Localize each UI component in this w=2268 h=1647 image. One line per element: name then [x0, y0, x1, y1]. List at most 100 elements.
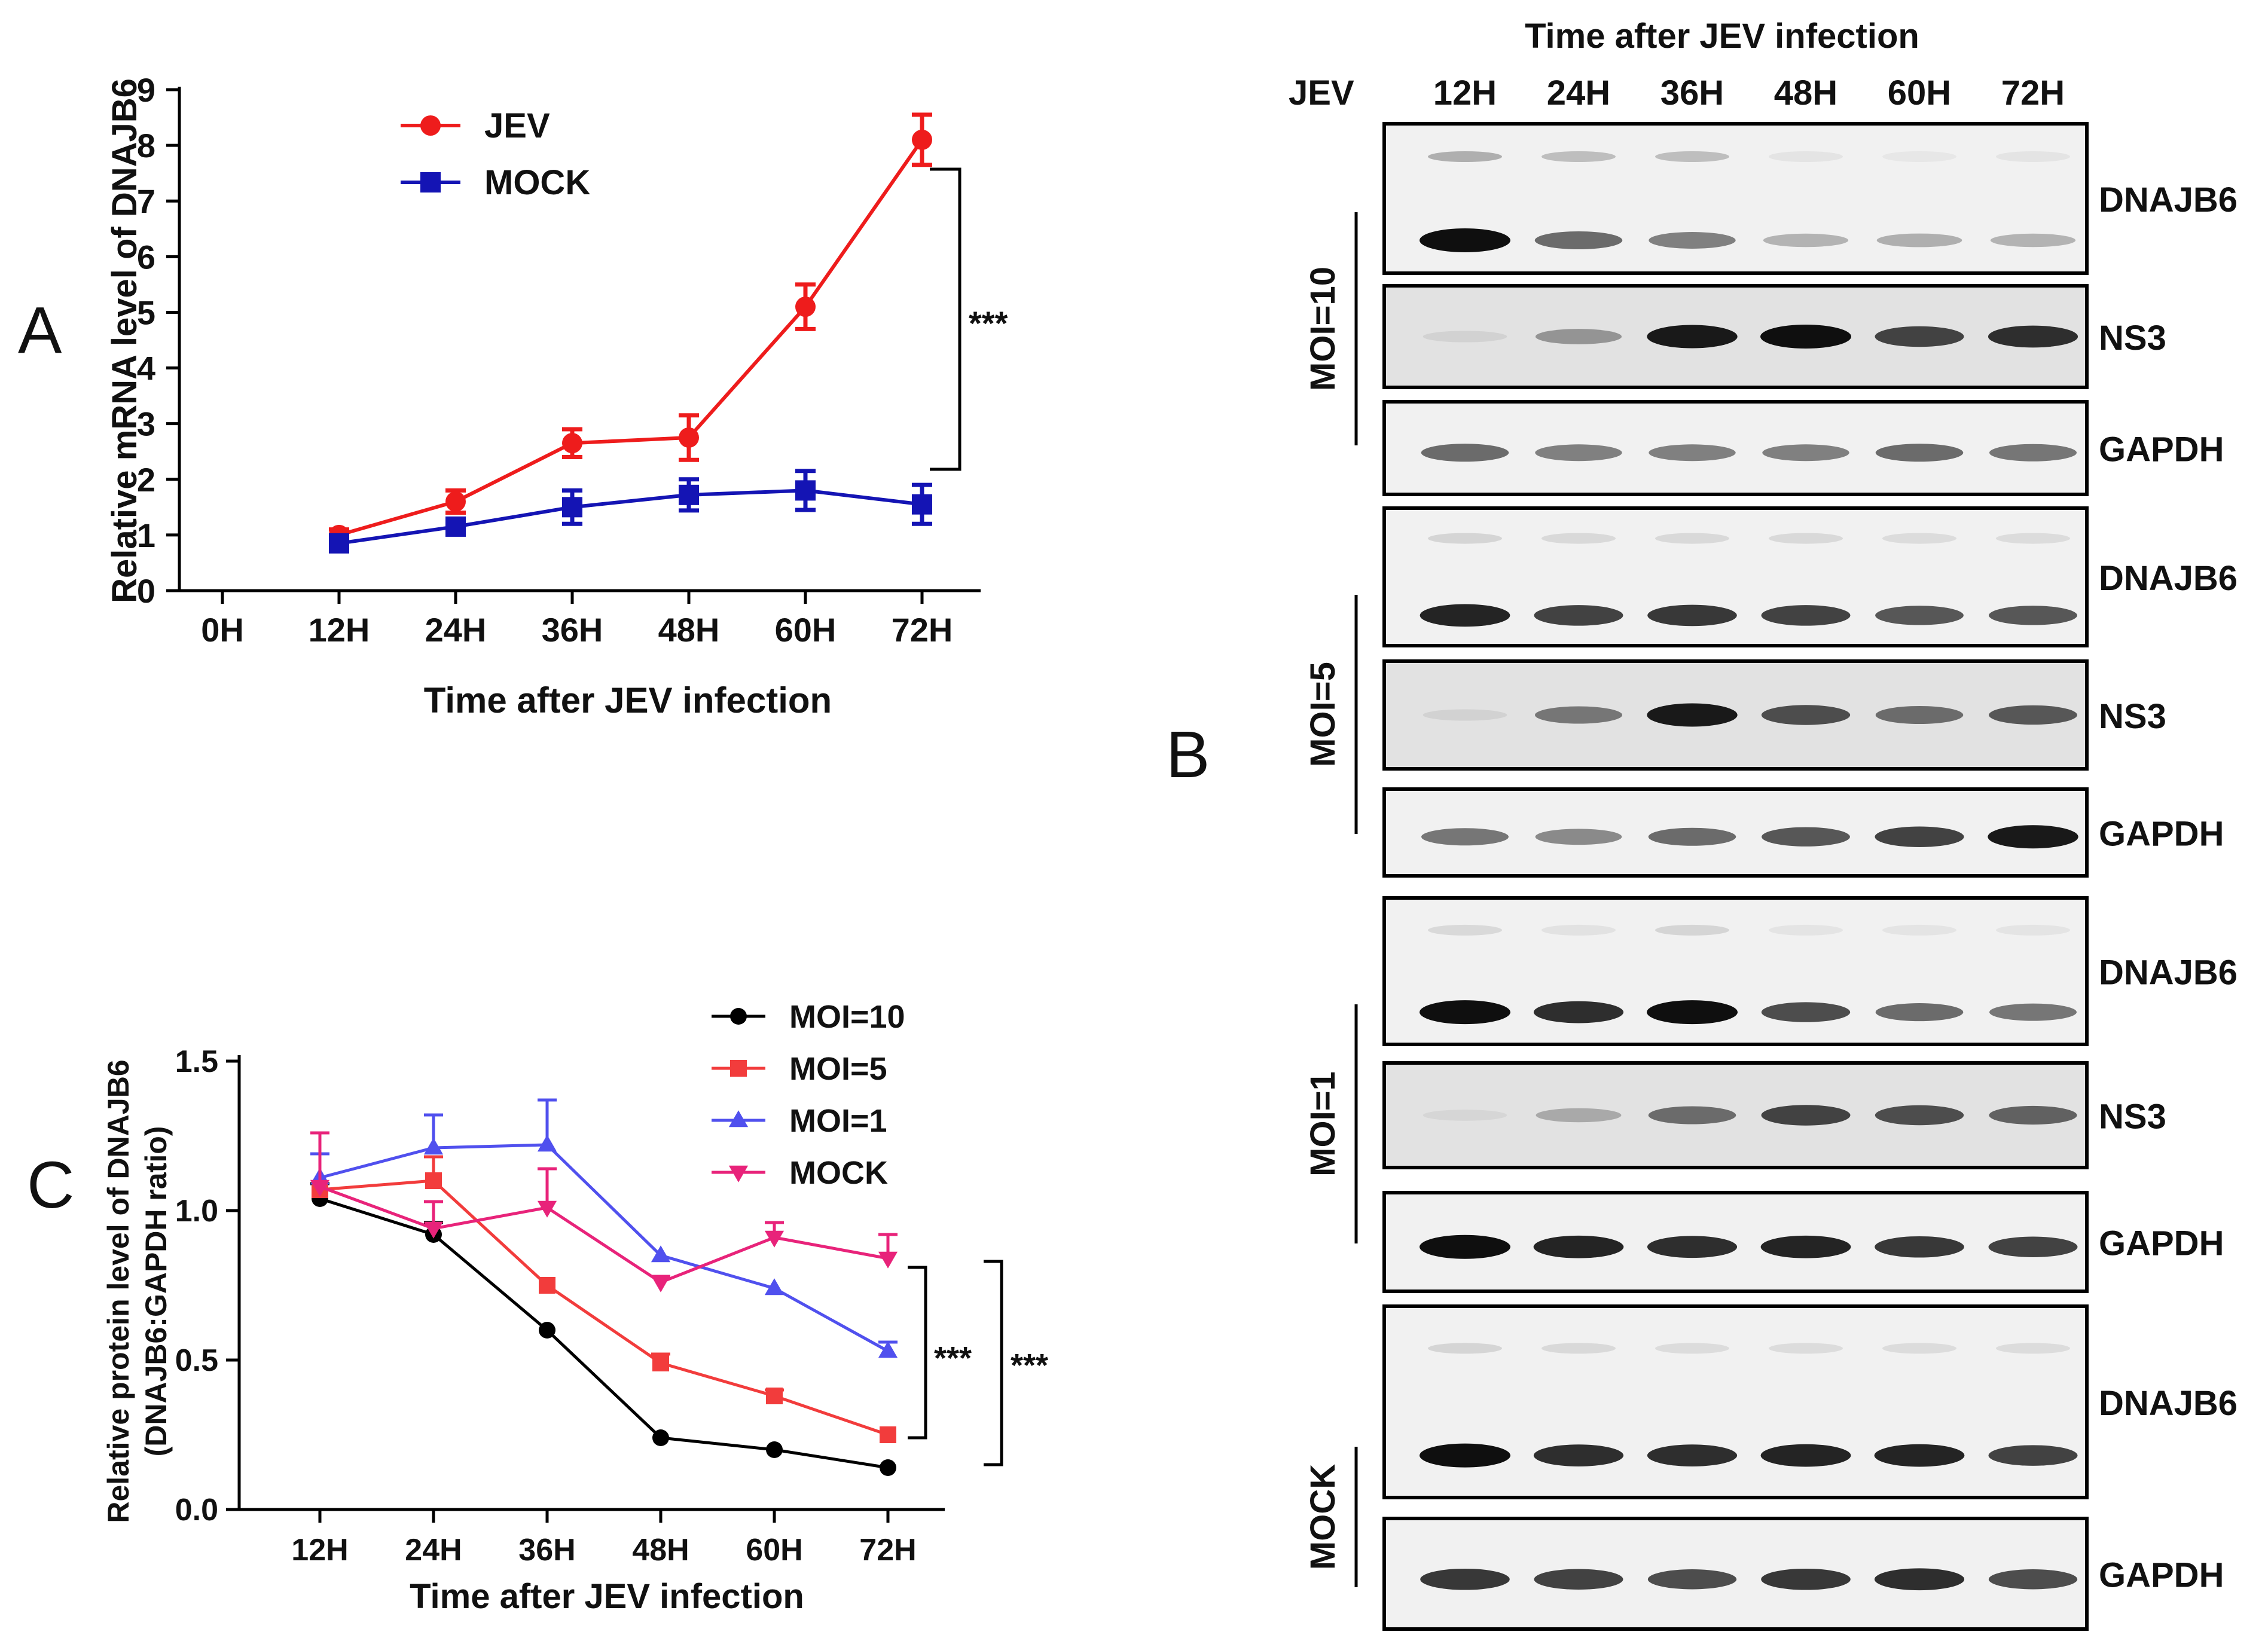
- blot-band: [1988, 1445, 2078, 1466]
- legend-marker: [728, 1165, 749, 1182]
- data-point-moi-1: [878, 1341, 898, 1358]
- series-line-jev: [338, 139, 924, 537]
- blot-band: [1762, 827, 1850, 847]
- x-tick-label: 72H: [859, 1533, 916, 1567]
- blot-band: [1763, 233, 1849, 247]
- data-point-moi-10: [880, 1459, 896, 1476]
- legend-marker-mock: [420, 172, 441, 192]
- lane-label: 48H: [1774, 74, 1837, 112]
- y-tick-label: 4: [137, 350, 155, 387]
- legend-marker: [730, 1008, 747, 1025]
- blot-row-label-dnajb6: DNAJB6: [2099, 559, 2238, 598]
- y-tick-label: 6: [137, 238, 155, 276]
- y-tick-label: 0.5: [175, 1343, 218, 1378]
- x-tick-label: 0H: [201, 611, 244, 649]
- series-line-moi-5: [319, 1179, 889, 1437]
- y-axis-title: Relative protein level of DNAJB6: [102, 1059, 135, 1523]
- blot-band-upper: [1882, 151, 1956, 162]
- data-point-mock: [795, 480, 816, 501]
- blot-band: [1988, 325, 2078, 348]
- y-tick-label: 0: [137, 572, 155, 610]
- blot-band-upper: [1428, 1343, 1502, 1354]
- blot-band: [1420, 228, 1510, 252]
- significance-bracket-2: [984, 1260, 1003, 1466]
- y-tick-label: 1.5: [175, 1044, 218, 1079]
- blot-band: [1534, 605, 1623, 626]
- blot-row-label-gapdh: GAPDH: [2099, 1556, 2224, 1595]
- lane-label: 72H: [2001, 74, 2065, 112]
- blot-band-upper: [1541, 1343, 1616, 1354]
- blot-band: [1989, 444, 2077, 462]
- blot-band: [1420, 1000, 1510, 1025]
- blot-band: [1875, 1003, 1964, 1022]
- legend-label: MOCK: [789, 1155, 888, 1191]
- y-tick-label: 9: [137, 71, 155, 109]
- x-tick-label: 24H: [405, 1533, 462, 1567]
- legend-label: MOI=10: [789, 999, 905, 1035]
- blot-band: [1423, 1110, 1507, 1121]
- blot-row-label-ns3: NS3: [2099, 319, 2166, 357]
- data-point-mock: [679, 484, 699, 505]
- significance-bracket-1: [908, 1266, 927, 1440]
- data-point-jev: [445, 491, 466, 512]
- group-label: MOI=10: [1304, 267, 1342, 391]
- blot-band: [1760, 325, 1851, 349]
- blot-band-upper: [1541, 533, 1616, 544]
- series-line-mock: [319, 1185, 889, 1284]
- data-point-moi-5: [652, 1355, 669, 1371]
- blot-band-upper: [1996, 151, 2070, 162]
- blot-row-label-gapdh: GAPDH: [2099, 815, 2224, 854]
- blot-band-upper: [1769, 533, 1843, 544]
- blot-band-upper: [1428, 924, 1502, 936]
- blot-band: [1535, 329, 1622, 344]
- blot-header: Time after JEV infection: [1525, 17, 1919, 56]
- y-axis-title: Relative mRNA level of DNAJB6: [105, 78, 144, 603]
- data-point-mock: [651, 1275, 671, 1292]
- data-point-mock: [562, 497, 582, 518]
- blot-band: [1535, 829, 1622, 845]
- x-tick-label: 60H: [746, 1533, 802, 1567]
- data-point-mock: [537, 1200, 557, 1218]
- blot-strip-dnajb6: [1382, 122, 2089, 275]
- blot-band: [1990, 233, 2076, 247]
- blot-band: [1533, 1001, 1624, 1023]
- legend-label: MOI=5: [789, 1051, 887, 1087]
- blot-band: [1647, 703, 1738, 727]
- significance-label: ***: [969, 304, 1008, 342]
- blot-band: [1875, 1236, 1964, 1258]
- lane-label: 36H: [1660, 74, 1724, 112]
- blot-band: [1761, 605, 1851, 626]
- x-tick-label: 12H: [309, 611, 370, 649]
- blot-band: [1647, 1569, 1737, 1590]
- blot-row-label-ns3: NS3: [2099, 1098, 2166, 1136]
- blot-band-upper: [1996, 924, 2070, 936]
- blot-band: [1876, 233, 1962, 247]
- blot-band: [1420, 1568, 1510, 1590]
- blot-band: [1648, 1106, 1736, 1125]
- blot-band-upper: [1541, 151, 1616, 162]
- blot-band: [1762, 444, 1849, 462]
- series-line-mock: [338, 488, 923, 545]
- blot-band-upper: [1996, 1343, 2070, 1354]
- group-label: MOI=5: [1304, 662, 1342, 767]
- blot-band: [1535, 444, 1622, 462]
- y-tick-label: 1: [137, 517, 155, 554]
- blot-row-label-ns3: NS3: [2099, 697, 2166, 736]
- blot-band: [1647, 1236, 1738, 1258]
- series-line-moi-10: [319, 1197, 889, 1469]
- blot-band: [1761, 705, 1851, 725]
- panel-b-western-blot: Time after JEV infection JEV 12H 24H 36H 48H 6…: [1289, 17, 2238, 1631]
- lane-label: 12H: [1433, 74, 1497, 112]
- blot-band: [1875, 326, 1964, 347]
- blot-band-upper: [1882, 1343, 1956, 1354]
- blot-strip-dnajb6: [1382, 506, 2089, 647]
- y-tick-label: 3: [137, 405, 155, 443]
- blot-band: [1760, 1235, 1851, 1258]
- data-point-mock: [912, 494, 932, 515]
- panel-letter-a: A: [18, 294, 62, 367]
- x-tick-label: 48H: [632, 1533, 689, 1567]
- x-tick-label: 12H: [291, 1533, 348, 1567]
- blot-band: [1536, 1108, 1622, 1123]
- x-tick-label: 24H: [425, 611, 487, 649]
- blot-band: [1760, 1444, 1851, 1467]
